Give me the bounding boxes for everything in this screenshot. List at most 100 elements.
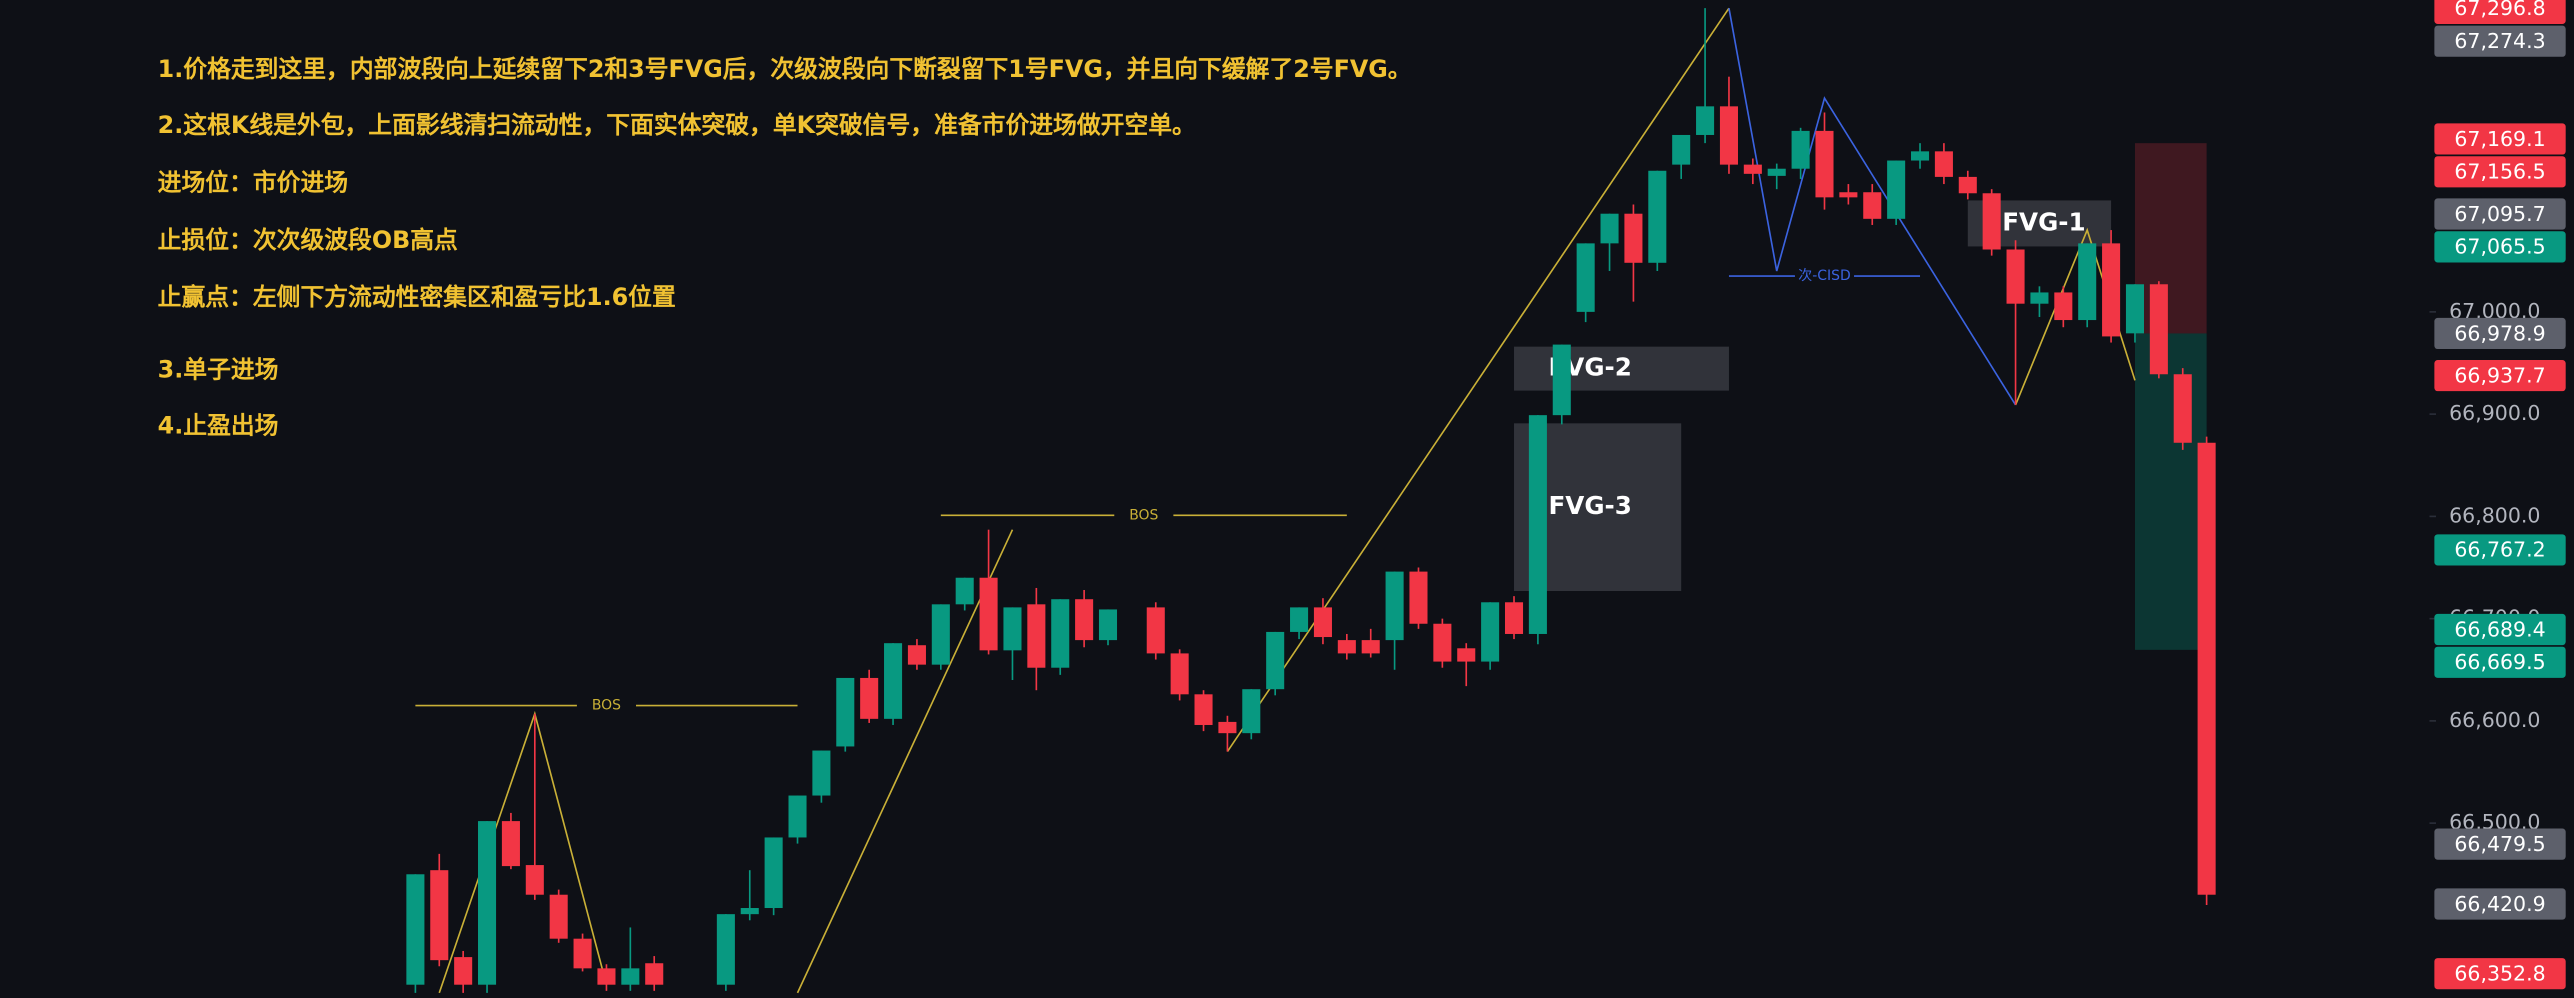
price-label-box bbox=[2434, 646, 2566, 678]
candle-body bbox=[1337, 640, 1356, 654]
candle-body bbox=[1290, 607, 1309, 632]
level-label-bg bbox=[1114, 505, 1174, 526]
fvg-label: FVG-1 bbox=[2002, 207, 2085, 236]
fvg-zone bbox=[1514, 346, 1729, 391]
candle-body bbox=[2125, 284, 2144, 334]
price-label-box bbox=[2434, 828, 2566, 860]
price-label: 66,420.9 bbox=[2454, 892, 2545, 916]
price-label-box bbox=[2434, 231, 2566, 263]
price-label: 67,065.5 bbox=[2454, 235, 2545, 259]
y-tick-label: 66,900.0 bbox=[2449, 401, 2540, 425]
price-label: 67,095.7 bbox=[2454, 202, 2545, 226]
candle-body bbox=[1313, 607, 1332, 638]
annotation-text: 2.这根K线是外包，上面影线清扫流动性，下面实体突破，单K突破信号，准备市价进场… bbox=[158, 111, 1196, 139]
candle-body bbox=[1672, 134, 1691, 165]
candle-body bbox=[1958, 176, 1977, 194]
candle-body bbox=[430, 870, 449, 961]
candle-body bbox=[501, 821, 520, 867]
candle-body bbox=[1242, 689, 1261, 734]
candle-body bbox=[2102, 243, 2121, 337]
level-label: BOS bbox=[1129, 507, 1158, 523]
candle-body bbox=[1409, 571, 1428, 624]
candle-body bbox=[1051, 599, 1070, 668]
candle-body bbox=[645, 963, 664, 985]
price-label: 66,669.5 bbox=[2454, 650, 2545, 674]
swing-line bbox=[796, 529, 1014, 994]
stop-zone bbox=[2134, 143, 2207, 334]
price-label-box bbox=[2434, 888, 2566, 920]
candle-body bbox=[2149, 284, 2168, 375]
price-label: 66,689.4 bbox=[2454, 617, 2545, 641]
candle-body bbox=[1003, 607, 1022, 651]
price-label: 67,156.5 bbox=[2454, 160, 2545, 184]
candle-body bbox=[1385, 571, 1404, 641]
level-label: 次-CISD bbox=[1798, 268, 1850, 284]
candle-body bbox=[1433, 623, 1452, 662]
candle-body bbox=[716, 914, 735, 985]
fvg-label: FVG-3 bbox=[1548, 491, 1631, 520]
candle-body bbox=[1887, 160, 1906, 219]
candle-body bbox=[1934, 151, 1953, 177]
candle-body bbox=[1457, 648, 1476, 662]
y-tick-label: 66,600.0 bbox=[2449, 708, 2540, 732]
level-label-bg bbox=[576, 695, 637, 716]
candle-body bbox=[788, 795, 807, 838]
candle-body bbox=[1027, 604, 1046, 668]
candle-body bbox=[454, 957, 473, 985]
candle-body bbox=[2173, 374, 2192, 443]
candle-body bbox=[1767, 168, 1786, 176]
level-label: BOS bbox=[592, 698, 621, 714]
annotation-text: 进场位：市价进场 bbox=[158, 168, 348, 196]
candle-body bbox=[2006, 249, 2025, 304]
candle-body bbox=[884, 643, 903, 719]
candle-body bbox=[2054, 292, 2073, 321]
candle-body bbox=[1361, 640, 1380, 654]
annotation-text: 止损位：次次级波段OB高点 bbox=[158, 226, 458, 254]
candle-body bbox=[1791, 130, 1810, 169]
candle-body bbox=[2197, 442, 2216, 895]
candle-body bbox=[1218, 721, 1237, 734]
candle-body bbox=[1743, 164, 1762, 174]
candle-body bbox=[1910, 151, 1930, 161]
candle-body bbox=[740, 908, 759, 915]
candle-body bbox=[1839, 192, 1858, 198]
price-label-box bbox=[2434, 317, 2566, 350]
candle-body bbox=[955, 577, 974, 605]
candle-body bbox=[1481, 602, 1500, 662]
price-label: 66,978.9 bbox=[2454, 321, 2545, 345]
candle-body bbox=[1815, 130, 1834, 198]
annotations: 1.价格走到这里，内部波段向上延续留下2和3号FVG后，次级波段向下断裂留下1号… bbox=[158, 55, 1412, 439]
drawings: BOS BOS 次-CISD bbox=[415, 7, 2136, 994]
candle-body bbox=[860, 677, 879, 719]
price-label-box bbox=[2434, 613, 2566, 646]
candle-body bbox=[931, 604, 950, 665]
annotation-text: 4.止盈出场 bbox=[158, 411, 279, 439]
target-zone bbox=[2134, 333, 2207, 650]
price-label: 66,767.2 bbox=[2454, 538, 2545, 562]
candle-body bbox=[1863, 192, 1882, 219]
price-label: 66,937.7 bbox=[2454, 363, 2545, 387]
candle-body bbox=[525, 865, 544, 895]
candle-body bbox=[597, 968, 616, 985]
price-label: 66,352.8 bbox=[2454, 961, 2545, 985]
price-label-box bbox=[2434, 198, 2566, 230]
candle-body bbox=[812, 750, 831, 796]
candle-body bbox=[836, 677, 855, 747]
candle-body bbox=[1624, 213, 1643, 263]
candle-body bbox=[406, 874, 425, 985]
price-label: 66,479.5 bbox=[2454, 832, 2545, 856]
price-label-box bbox=[2434, 0, 2566, 24]
annotation-text: 止赢点：左侧下方流动性密集区和盈亏比1.6位置 bbox=[158, 283, 676, 311]
candle-body bbox=[621, 968, 640, 985]
candle-body bbox=[1528, 415, 1547, 634]
price-label-box bbox=[2434, 534, 2566, 566]
price-label-box bbox=[2434, 958, 2566, 990]
candle-body bbox=[1075, 599, 1094, 641]
candle-body bbox=[979, 577, 998, 651]
y-tick-label: 66,800.0 bbox=[2449, 503, 2540, 527]
candle-body bbox=[1170, 653, 1189, 695]
price-label-box bbox=[2434, 123, 2566, 155]
price-label-box bbox=[2434, 156, 2566, 188]
level-label-bg bbox=[1794, 266, 1855, 286]
price-label: 67,296.8 bbox=[2454, 0, 2545, 20]
